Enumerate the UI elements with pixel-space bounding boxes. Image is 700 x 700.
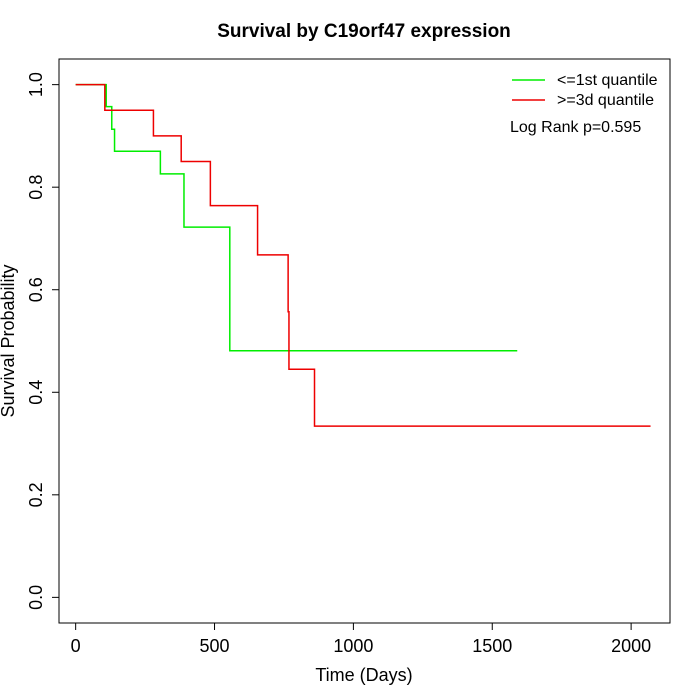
y-tick-label-4: 0.8	[26, 175, 46, 200]
x-tick-label-4: 2000	[611, 636, 651, 656]
chart-title: Survival by C19orf47 expression	[217, 21, 511, 42]
y-tick-label-5: 1.0	[26, 72, 46, 97]
legend-label-0: <=1st quantile	[557, 72, 658, 89]
x-axis: 0 500 1000 1500 2000	[71, 623, 651, 656]
x-axis-label: Time (Days)	[315, 665, 412, 685]
legend-label-1: >=3d quantile	[557, 92, 654, 109]
series-line-1	[75, 83, 651, 427]
series-layer	[75, 83, 651, 427]
x-tick-label-0: 0	[71, 636, 81, 656]
x-tick-label-3: 1500	[472, 636, 512, 656]
y-tick-label-3: 0.6	[26, 277, 46, 302]
plot-frame	[58, 58, 671, 624]
y-tick-label-1: 0.2	[26, 482, 46, 507]
log-rank-annotation: Log Rank p=0.595	[510, 119, 641, 136]
y-axis: 0.0 0.2 0.4 0.6 0.8 1.0	[26, 72, 59, 610]
y-axis-label: Survival Probability	[0, 264, 18, 417]
y-tick-label-0: 0.0	[26, 585, 46, 610]
x-tick-label-2: 1000	[333, 636, 373, 656]
legend: <=1st quantile >=3d quantile	[512, 72, 658, 109]
x-tick-label-1: 500	[200, 636, 230, 656]
series-line-0	[75, 83, 518, 352]
y-tick-label-2: 0.4	[26, 380, 46, 405]
